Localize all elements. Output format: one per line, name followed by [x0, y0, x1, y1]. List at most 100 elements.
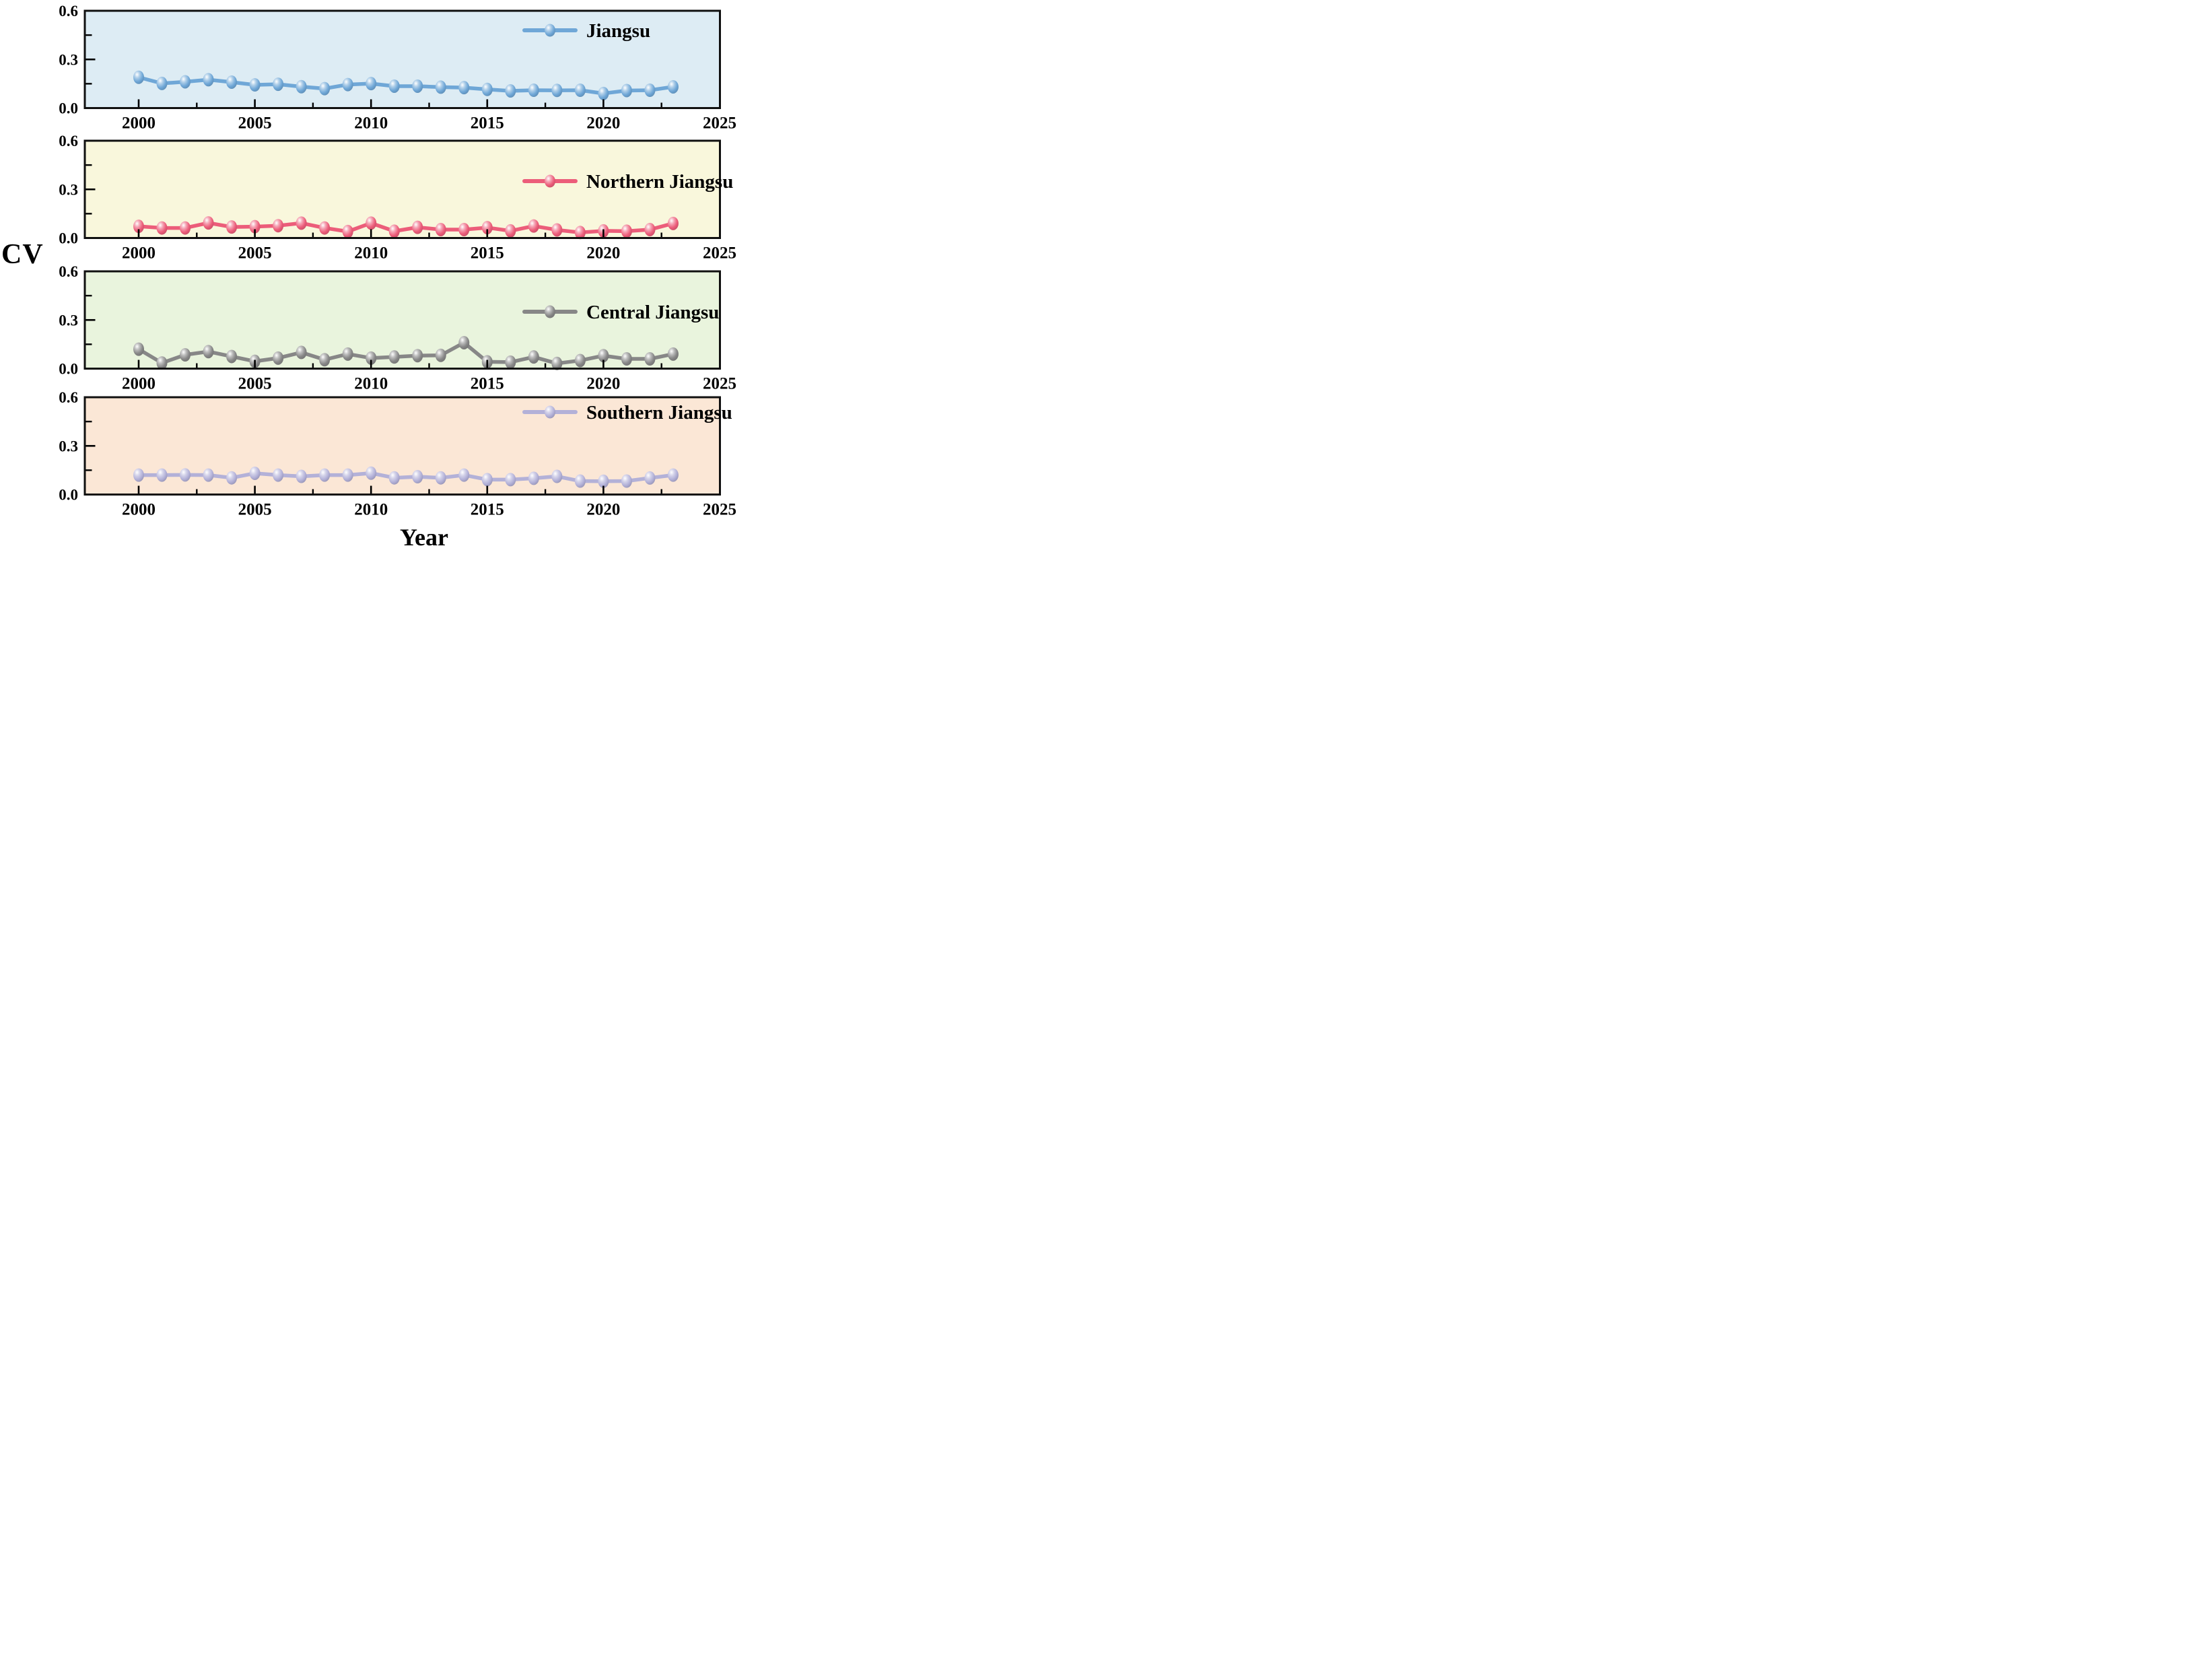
- data-point-2015: [481, 82, 493, 96]
- data-point-2019: [574, 474, 586, 488]
- data-point-2022: [644, 222, 656, 236]
- data-point-2017: [528, 219, 539, 233]
- data-point-2008: [319, 468, 331, 482]
- data-point-2004: [226, 349, 238, 364]
- legend-label: Northern Jiangsu: [586, 171, 733, 193]
- data-point-2001: [156, 356, 168, 370]
- data-point-2014: [458, 81, 470, 95]
- data-point-2019: [574, 353, 586, 368]
- y-tick-label: 0.0: [59, 487, 78, 504]
- x-tick-label: 2015: [471, 375, 504, 393]
- panel-central-jiangsu: 0.0 0.3 0.6 2000 2005 2010 2015 2020 2025 Central…: [59, 263, 736, 393]
- data-point-2008: [319, 353, 331, 367]
- data-point-2003: [203, 73, 214, 87]
- legend-label: Central Jiangsu: [586, 302, 719, 323]
- data-point-2022: [644, 352, 656, 366]
- cv-multipanel-line-chart: 0.0 0.3 0.6 2000 2005 2010 2015 2020 2025 Jiangsu…: [0, 0, 738, 554]
- data-point-2000: [133, 342, 144, 356]
- x-tick-label: 2020: [586, 375, 620, 393]
- x-tick-label: 2010: [354, 501, 388, 519]
- x-tick-label: 2020: [586, 501, 620, 519]
- data-point-2022: [644, 471, 656, 485]
- x-tick-label: 2000: [122, 375, 155, 393]
- data-point-2010: [366, 216, 377, 230]
- panel-background: [85, 141, 720, 238]
- data-point-2013: [435, 471, 446, 485]
- data-point-2019: [574, 83, 586, 98]
- chart-canvas: 0.0 0.3 0.6 2000 2005 2010 2015 2020 2025 Jiangsu…: [59, 3, 736, 519]
- data-point-2023: [667, 79, 679, 94]
- data-point-2004: [226, 220, 238, 234]
- x-tick-label: 2015: [471, 114, 504, 133]
- x-tick-label: 2025: [703, 114, 736, 133]
- y-tick-label: 0.3: [59, 51, 78, 68]
- data-point-2017: [528, 471, 539, 485]
- data-point-2003: [203, 216, 214, 230]
- data-point-2011: [388, 471, 400, 485]
- data-point-2016: [505, 355, 516, 369]
- data-point-2018: [551, 83, 563, 98]
- data-point-2007: [296, 469, 307, 483]
- data-point-2003: [203, 468, 214, 482]
- y-tick-label: 0.0: [59, 230, 78, 247]
- data-point-2005: [249, 78, 261, 92]
- data-point-2014: [458, 335, 470, 349]
- data-point-2009: [342, 77, 353, 92]
- y-tick-label: 0.6: [59, 3, 78, 20]
- data-point-2001: [156, 221, 168, 235]
- data-point-2020: [598, 86, 609, 100]
- data-point-2010: [366, 77, 377, 91]
- legend-southern-jiangsu: Southern Jiangsu: [522, 402, 732, 423]
- data-point-2012: [412, 349, 423, 363]
- data-point-2011: [388, 350, 400, 364]
- data-point-2020: [598, 474, 609, 488]
- data-point-2017: [528, 350, 539, 364]
- data-point-2006: [273, 351, 284, 365]
- x-tick-label: 2005: [238, 375, 272, 393]
- x-tick-label: 2000: [122, 501, 155, 519]
- x-tick-label: 2005: [238, 244, 272, 263]
- data-point-2013: [435, 222, 446, 236]
- data-point-2008: [319, 81, 331, 96]
- data-point-2016: [505, 83, 516, 98]
- data-point-2010: [366, 466, 377, 480]
- legend-marker: [545, 305, 555, 318]
- data-point-2007: [296, 79, 307, 94]
- data-point-2002: [180, 221, 191, 235]
- y-tick-label: 0.3: [59, 438, 78, 454]
- data-point-2005: [249, 466, 261, 480]
- data-point-2001: [156, 76, 168, 90]
- data-point-2021: [621, 352, 632, 366]
- data-point-2021: [621, 474, 632, 488]
- y-tick-label: 0.3: [59, 181, 78, 198]
- data-point-2002: [180, 75, 191, 89]
- data-point-2012: [412, 470, 423, 484]
- data-point-2018: [551, 223, 563, 237]
- data-point-2014: [458, 468, 470, 482]
- x-tick-label: 2005: [238, 114, 272, 133]
- legend-central-jiangsu: Central Jiangsu: [522, 302, 719, 323]
- data-point-2006: [273, 219, 284, 233]
- x-tick-label: 2015: [471, 501, 504, 519]
- panel-border: [83, 270, 721, 370]
- panel-border: [83, 396, 721, 496]
- y-tick-label: 0.6: [59, 133, 78, 149]
- data-point-2013: [435, 348, 446, 362]
- y-tick-label: 0.6: [59, 263, 78, 280]
- x-tick-label: 2010: [354, 114, 388, 133]
- data-point-2019: [574, 226, 586, 240]
- data-point-2009: [342, 224, 353, 238]
- data-point-2008: [319, 221, 331, 235]
- x-tick-label: 2010: [354, 375, 388, 393]
- data-point-2004: [226, 471, 238, 485]
- data-point-2011: [388, 224, 400, 238]
- legend-marker: [545, 174, 555, 188]
- y-tick-label: 0.6: [59, 389, 78, 406]
- data-point-2020: [598, 349, 609, 363]
- data-point-2022: [644, 83, 656, 98]
- data-point-2000: [133, 219, 144, 234]
- data-point-2013: [435, 80, 446, 94]
- data-point-2023: [667, 347, 679, 361]
- data-point-2012: [412, 220, 423, 234]
- y-tick-label: 0.3: [59, 312, 78, 329]
